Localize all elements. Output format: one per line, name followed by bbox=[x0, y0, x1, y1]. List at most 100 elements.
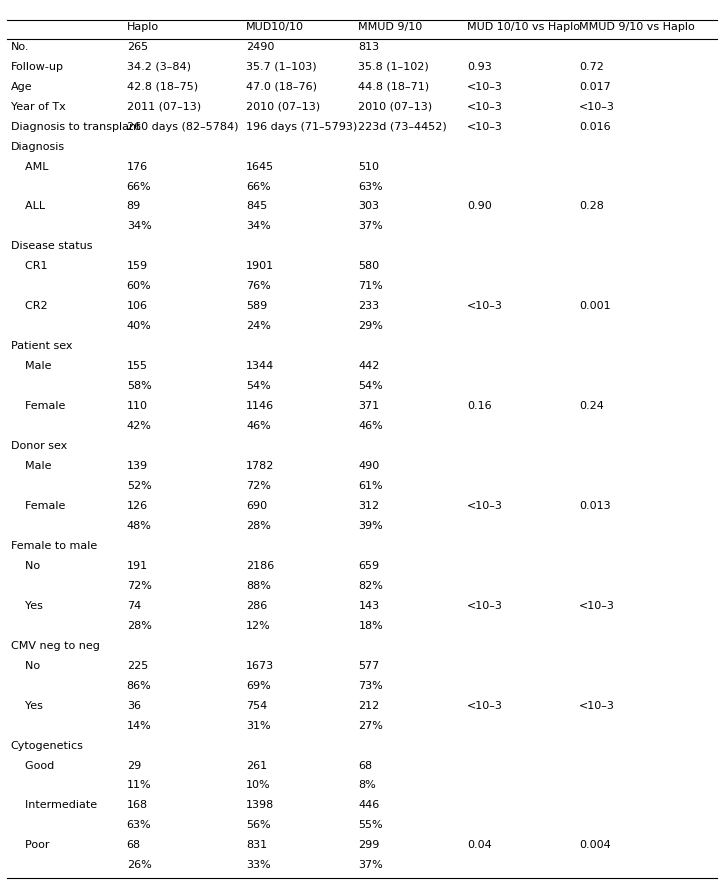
Text: 446: 446 bbox=[358, 800, 379, 811]
Text: Diagnosis to transplant: Diagnosis to transplant bbox=[11, 122, 140, 132]
Text: 54%: 54% bbox=[358, 381, 383, 391]
Text: <10–3: <10–3 bbox=[579, 700, 615, 711]
Text: 35.7 (1–103): 35.7 (1–103) bbox=[246, 61, 317, 72]
Text: AML: AML bbox=[11, 161, 49, 172]
Text: 0.004: 0.004 bbox=[579, 840, 611, 850]
Text: 0.016: 0.016 bbox=[579, 122, 611, 132]
Text: 577: 577 bbox=[358, 661, 379, 671]
Text: 0.013: 0.013 bbox=[579, 501, 611, 511]
Text: CMV neg to neg: CMV neg to neg bbox=[11, 641, 100, 650]
Text: 11%: 11% bbox=[127, 781, 151, 790]
Text: 86%: 86% bbox=[127, 681, 151, 691]
Text: 29: 29 bbox=[127, 761, 141, 771]
Text: 34%: 34% bbox=[127, 222, 151, 232]
Text: 88%: 88% bbox=[246, 581, 271, 591]
Text: 690: 690 bbox=[246, 501, 267, 511]
Text: 8%: 8% bbox=[358, 781, 376, 790]
Text: 44.8 (18–71): 44.8 (18–71) bbox=[358, 82, 429, 92]
Text: 139: 139 bbox=[127, 461, 148, 471]
Text: 29%: 29% bbox=[358, 322, 383, 331]
Text: 126: 126 bbox=[127, 501, 148, 511]
Text: 442: 442 bbox=[358, 361, 380, 372]
Text: 303: 303 bbox=[358, 201, 379, 211]
Text: 68: 68 bbox=[358, 761, 373, 771]
Text: <10–3: <10–3 bbox=[467, 102, 503, 111]
Text: 66%: 66% bbox=[127, 182, 151, 192]
Text: 63%: 63% bbox=[358, 182, 383, 192]
Text: Disease status: Disease status bbox=[11, 241, 93, 251]
Text: 155: 155 bbox=[127, 361, 148, 372]
Text: 10%: 10% bbox=[246, 781, 271, 790]
Text: 26%: 26% bbox=[127, 861, 151, 871]
Text: Haplo: Haplo bbox=[127, 22, 159, 32]
Text: 42%: 42% bbox=[127, 421, 151, 431]
Text: 510: 510 bbox=[358, 161, 379, 172]
Text: 0.90: 0.90 bbox=[467, 201, 492, 211]
Text: <10–3: <10–3 bbox=[467, 501, 503, 511]
Text: 2490: 2490 bbox=[246, 42, 274, 52]
Text: 225: 225 bbox=[127, 661, 148, 671]
Text: 1344: 1344 bbox=[246, 361, 274, 372]
Text: <10–3: <10–3 bbox=[467, 122, 503, 132]
Text: 223d (73–4452): 223d (73–4452) bbox=[358, 122, 447, 132]
Text: 63%: 63% bbox=[127, 821, 151, 830]
Text: Year of Tx: Year of Tx bbox=[11, 102, 66, 111]
Text: 34%: 34% bbox=[246, 222, 271, 232]
Text: 1782: 1782 bbox=[246, 461, 274, 471]
Text: 2186: 2186 bbox=[246, 560, 274, 571]
Text: 299: 299 bbox=[358, 840, 380, 850]
Text: 71%: 71% bbox=[358, 282, 383, 291]
Text: 36: 36 bbox=[127, 700, 140, 711]
Text: 813: 813 bbox=[358, 42, 379, 52]
Text: 580: 580 bbox=[358, 261, 379, 272]
Text: 196 days (71–5793): 196 days (71–5793) bbox=[246, 122, 358, 132]
Text: 58%: 58% bbox=[127, 381, 151, 391]
Text: MMUD 9/10: MMUD 9/10 bbox=[358, 22, 423, 32]
Text: No: No bbox=[11, 560, 40, 571]
Text: 39%: 39% bbox=[358, 521, 383, 531]
Text: 191: 191 bbox=[127, 560, 148, 571]
Text: 0.93: 0.93 bbox=[467, 61, 492, 72]
Text: 2010 (07–13): 2010 (07–13) bbox=[246, 102, 320, 111]
Text: Male: Male bbox=[11, 461, 51, 471]
Text: 46%: 46% bbox=[246, 421, 271, 431]
Text: MMUD 9/10 vs Haplo: MMUD 9/10 vs Haplo bbox=[579, 22, 695, 32]
Text: Female to male: Female to male bbox=[11, 541, 97, 551]
Text: 46%: 46% bbox=[358, 421, 383, 431]
Text: 47.0 (18–76): 47.0 (18–76) bbox=[246, 82, 317, 92]
Text: 1146: 1146 bbox=[246, 401, 274, 411]
Text: 0.24: 0.24 bbox=[579, 401, 604, 411]
Text: Patient sex: Patient sex bbox=[11, 341, 72, 351]
Text: <10–3: <10–3 bbox=[579, 601, 615, 611]
Text: 159: 159 bbox=[127, 261, 148, 272]
Text: 168: 168 bbox=[127, 800, 148, 811]
Text: 42.8 (18–75): 42.8 (18–75) bbox=[127, 82, 198, 92]
Text: 74: 74 bbox=[127, 601, 141, 611]
Text: 261: 261 bbox=[246, 761, 267, 771]
Text: 260 days (82–5784): 260 days (82–5784) bbox=[127, 122, 238, 132]
Text: Donor sex: Donor sex bbox=[11, 441, 67, 451]
Text: MUD10/10: MUD10/10 bbox=[246, 22, 304, 32]
Text: 0.72: 0.72 bbox=[579, 61, 604, 72]
Text: Yes: Yes bbox=[11, 601, 43, 611]
Text: 490: 490 bbox=[358, 461, 379, 471]
Text: 1398: 1398 bbox=[246, 800, 274, 811]
Text: 82%: 82% bbox=[358, 581, 383, 591]
Text: CR1: CR1 bbox=[11, 261, 47, 272]
Text: 37%: 37% bbox=[358, 222, 383, 232]
Text: 14%: 14% bbox=[127, 721, 151, 731]
Text: 73%: 73% bbox=[358, 681, 383, 691]
Text: 831: 831 bbox=[246, 840, 267, 850]
Text: 589: 589 bbox=[246, 301, 267, 311]
Text: 34.2 (3–84): 34.2 (3–84) bbox=[127, 61, 190, 72]
Text: 66%: 66% bbox=[246, 182, 271, 192]
Text: 1645: 1645 bbox=[246, 161, 274, 172]
Text: 176: 176 bbox=[127, 161, 148, 172]
Text: 0.04: 0.04 bbox=[467, 840, 492, 850]
Text: ALL: ALL bbox=[11, 201, 45, 211]
Text: Cytogenetics: Cytogenetics bbox=[11, 740, 84, 750]
Text: 0.28: 0.28 bbox=[579, 201, 604, 211]
Text: 33%: 33% bbox=[246, 861, 271, 871]
Text: 286: 286 bbox=[246, 601, 267, 611]
Text: No: No bbox=[11, 661, 40, 671]
